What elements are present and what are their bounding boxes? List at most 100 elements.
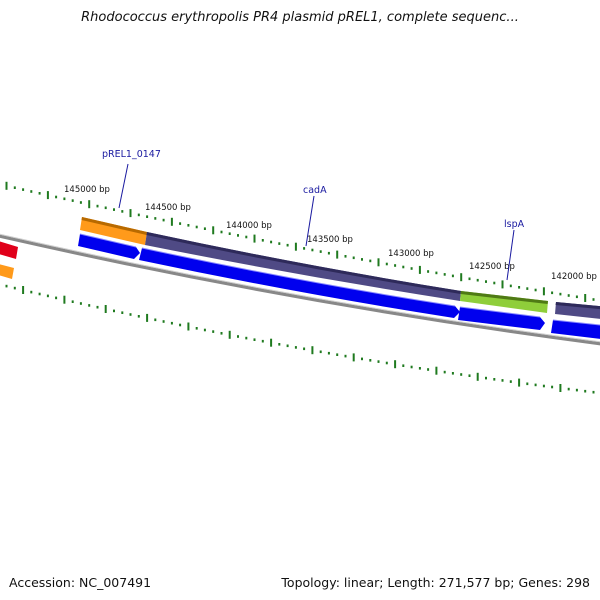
minor-tick — [294, 346, 297, 349]
major-tick — [253, 234, 256, 243]
major-tick — [377, 258, 380, 267]
accession-text: Accession: NC_007491 — [9, 575, 152, 590]
minor-tick — [451, 274, 454, 278]
major-tick — [352, 353, 355, 362]
minor-tick — [228, 232, 231, 235]
minor-tick — [592, 390, 595, 394]
major-tick — [104, 305, 107, 313]
minor-tick — [137, 213, 140, 217]
major-tick — [129, 209, 132, 218]
minor-tick — [410, 365, 413, 369]
minor-tick — [113, 309, 115, 313]
cds-arrow-3[interactable] — [458, 307, 545, 330]
minor-tick — [237, 234, 239, 237]
major-tick — [501, 280, 504, 289]
major-tick — [476, 372, 479, 381]
tick-label: 142000 bp — [551, 272, 597, 282]
major-tick — [294, 242, 297, 251]
minor-tick — [509, 380, 512, 383]
minor-tick — [154, 217, 157, 220]
minor-tick — [270, 240, 273, 244]
minor-tick — [385, 361, 388, 365]
minor-tick — [336, 353, 339, 356]
minor-tick — [311, 248, 314, 252]
major-tick — [336, 250, 339, 259]
major-tick — [518, 378, 521, 387]
minor-tick — [551, 385, 554, 389]
minor-tick — [344, 255, 347, 258]
minor-tick — [361, 258, 363, 261]
minor-tick — [592, 298, 595, 301]
feature-orange[interactable] — [80, 217, 147, 245]
minor-tick — [476, 278, 479, 282]
minor-tick — [468, 374, 471, 377]
minor-tick — [96, 204, 99, 208]
minor-tick — [113, 208, 115, 211]
feature-green-lspA[interactable] — [460, 291, 548, 313]
minor-tick — [443, 370, 446, 374]
minor-tick — [501, 379, 504, 382]
minor-tick — [369, 259, 372, 263]
cds-arrow-4[interactable] — [551, 320, 600, 340]
minor-tick — [542, 384, 545, 388]
minor-tick — [13, 286, 16, 290]
gene-label-lspA[interactable]: lspA — [504, 219, 525, 230]
minor-tick — [377, 360, 380, 363]
minor-tick — [402, 364, 405, 367]
gene-leader-pREL1_0147 — [118, 163, 129, 209]
minor-tick — [327, 351, 330, 355]
inner-scale-arc — [5, 284, 595, 394]
minor-tick — [468, 277, 471, 281]
minor-tick — [162, 320, 165, 323]
feature-orange-fragment-left[interactable] — [0, 263, 14, 279]
minor-tick — [245, 336, 248, 340]
gene-label-pREL1_0147[interactable]: pREL1_0147 — [102, 149, 161, 160]
minor-tick — [187, 224, 190, 227]
minor-tick — [212, 330, 215, 333]
tick-label: 142500 bp — [469, 262, 515, 272]
minor-tick — [418, 367, 421, 370]
minor-tick — [71, 199, 74, 202]
minor-tick — [410, 267, 413, 270]
summary-text: Topology: linear; Length: 271,577 bp; Ge… — [281, 575, 590, 590]
minor-tick — [319, 350, 322, 354]
minor-tick — [30, 190, 33, 193]
minor-tick — [303, 247, 306, 250]
minor-tick — [361, 357, 363, 361]
minor-tick — [179, 222, 182, 225]
minor-tick — [261, 239, 264, 242]
minor-tick — [253, 338, 256, 341]
minor-tick — [352, 256, 355, 260]
major-tick — [170, 217, 173, 226]
major-tick — [270, 338, 273, 347]
minor-tick — [13, 186, 16, 189]
major-tick — [146, 313, 149, 322]
minor-tick — [129, 313, 132, 316]
minor-tick — [96, 305, 99, 309]
minor-tick — [88, 304, 91, 307]
minor-tick — [220, 230, 223, 234]
minor-tick — [220, 332, 223, 335]
minor-tick — [121, 311, 124, 314]
major-tick — [584, 294, 587, 302]
minor-tick — [567, 294, 570, 297]
major-tick — [460, 273, 463, 282]
minor-tick — [443, 273, 446, 276]
cds-arrow-1[interactable] — [78, 234, 140, 259]
cds-arrow-2-cadA[interactable] — [139, 248, 460, 318]
major-tick — [559, 384, 562, 392]
gene-leader-lspA — [506, 229, 515, 281]
feature-red-fragment[interactable] — [0, 240, 18, 259]
major-tick — [187, 322, 190, 331]
minor-tick — [493, 378, 496, 381]
gene-label-cadA[interactable]: cadA — [303, 185, 327, 196]
minor-tick — [63, 197, 66, 201]
minor-tick — [518, 286, 521, 289]
major-tick — [22, 286, 25, 294]
minor-tick — [170, 321, 173, 325]
major-tick — [228, 330, 231, 339]
minor-tick — [286, 243, 289, 247]
minor-tick — [526, 382, 529, 386]
minor-tick — [203, 328, 206, 332]
